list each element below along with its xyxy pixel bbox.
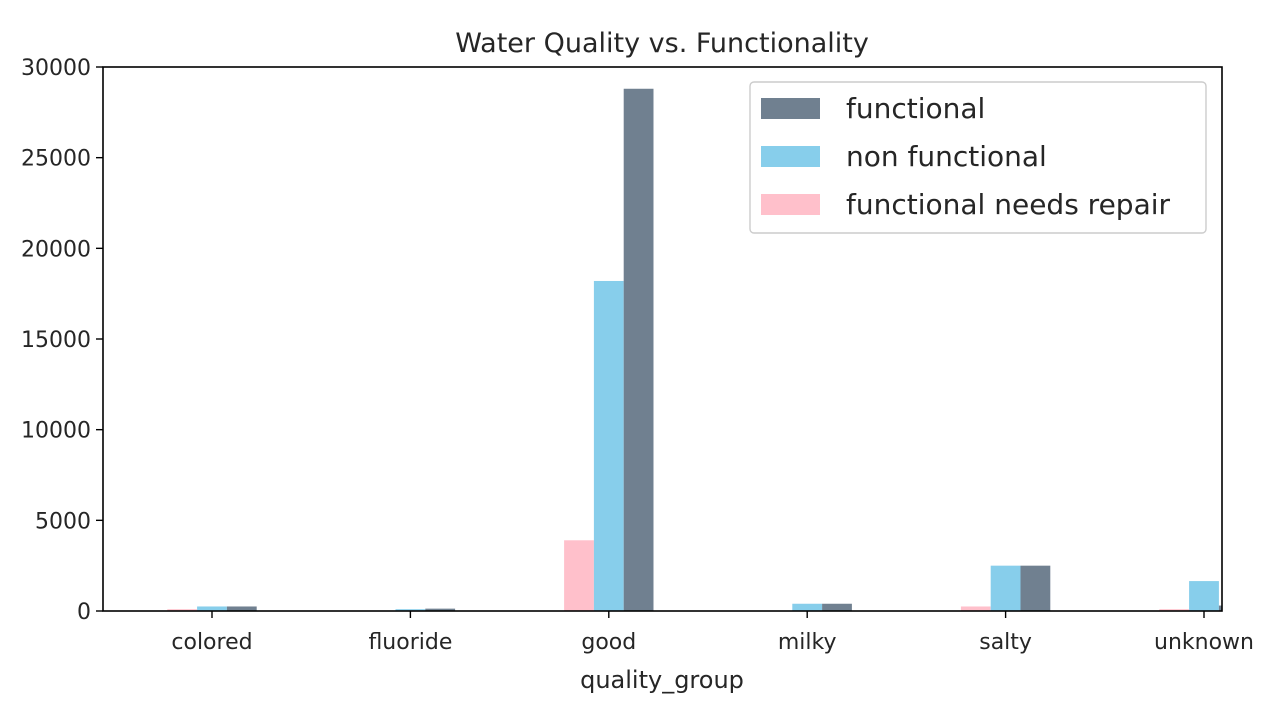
bar-non-functional-good <box>594 281 624 611</box>
bar-functional-milky <box>822 604 852 611</box>
y-tick-label: 15000 <box>21 328 91 353</box>
x-tick-label: milky <box>778 630 837 655</box>
x-axis: colored fluoride good milky salty unknown <box>171 611 1254 655</box>
legend-swatch <box>761 98 820 119</box>
legend-swatch <box>761 146 820 167</box>
legend: functional non functional functional needs… <box>750 82 1206 233</box>
bar-non-functional-salty <box>991 566 1021 611</box>
bar-functional-unknown <box>1219 606 1249 611</box>
bar-functional-needs-repair-good <box>564 540 594 611</box>
y-tick-label: 20000 <box>21 237 91 262</box>
legend-label: functional <box>846 92 985 125</box>
bar-non-functional-milky <box>792 604 822 611</box>
bar-non-functional-unknown <box>1189 581 1219 611</box>
y-axis: 0 5000 10000 15000 20000 25000 30000 <box>21 56 103 625</box>
chart-title: Water Quality vs. Functionality <box>455 28 869 59</box>
legend-label: functional needs repair <box>846 188 1171 221</box>
x-tick-label: salty <box>979 630 1032 655</box>
x-tick-label: fluoride <box>368 630 452 655</box>
y-tick-label: 30000 <box>21 56 91 81</box>
bar-functional-good <box>624 89 654 611</box>
x-tick-label: good <box>581 630 636 655</box>
y-tick-label: 0 <box>77 600 91 625</box>
y-tick-label: 10000 <box>21 419 91 444</box>
legend-label: non functional <box>846 140 1047 173</box>
x-axis-label: quality_group <box>580 666 744 694</box>
legend-swatch <box>761 194 820 215</box>
x-tick-label: unknown <box>1154 630 1254 655</box>
bar-functional-salty <box>1021 566 1051 611</box>
x-tick-label: colored <box>171 630 252 655</box>
y-tick-label: 5000 <box>35 509 91 534</box>
y-tick-label: 25000 <box>21 147 91 172</box>
